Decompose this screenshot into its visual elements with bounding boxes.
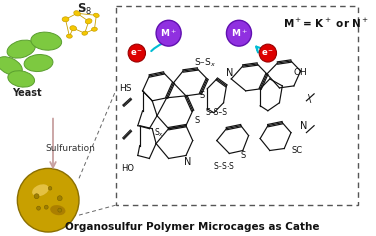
Ellipse shape xyxy=(62,17,69,22)
Text: S$_8$: S$_8$ xyxy=(77,2,92,17)
Text: N: N xyxy=(300,121,307,131)
Text: HS: HS xyxy=(119,84,132,93)
Ellipse shape xyxy=(91,27,97,31)
Ellipse shape xyxy=(7,40,35,58)
Text: S–S$_x$: S–S$_x$ xyxy=(194,57,216,69)
Text: OH: OH xyxy=(294,68,307,77)
Text: Organosulfur Polymer Microcages as Cathe: Organosulfur Polymer Microcages as Cathe xyxy=(65,222,320,232)
Text: S: S xyxy=(240,151,246,160)
Text: S–S–S: S–S–S xyxy=(206,108,228,117)
Text: M$^+$: M$^+$ xyxy=(230,27,247,39)
Text: e$^-$: e$^-$ xyxy=(130,48,143,58)
Circle shape xyxy=(36,206,41,210)
Text: S: S xyxy=(195,116,200,125)
Ellipse shape xyxy=(50,205,65,215)
Circle shape xyxy=(259,44,276,62)
Ellipse shape xyxy=(74,11,80,16)
Text: SC: SC xyxy=(291,146,302,155)
Text: S: S xyxy=(200,91,205,100)
Circle shape xyxy=(128,44,146,62)
Text: M$^+$: M$^+$ xyxy=(160,27,177,39)
Ellipse shape xyxy=(85,19,92,24)
Text: e$^-$: e$^-$ xyxy=(261,48,274,58)
Ellipse shape xyxy=(70,26,77,31)
Ellipse shape xyxy=(82,31,88,35)
Circle shape xyxy=(57,196,62,201)
Text: M$^+$= K$^+$ or N$^+$: M$^+$= K$^+$ or N$^+$ xyxy=(282,17,369,30)
Ellipse shape xyxy=(94,13,99,17)
Circle shape xyxy=(17,169,79,232)
Text: S$_x$: S$_x$ xyxy=(154,126,164,139)
Ellipse shape xyxy=(31,32,62,50)
Ellipse shape xyxy=(8,71,35,87)
Text: N: N xyxy=(226,68,233,78)
Text: Yeast: Yeast xyxy=(12,88,42,98)
Text: N: N xyxy=(184,157,192,167)
Circle shape xyxy=(44,205,48,209)
Circle shape xyxy=(34,194,39,199)
Ellipse shape xyxy=(0,57,22,75)
Ellipse shape xyxy=(32,184,49,196)
Text: Sulfuration: Sulfuration xyxy=(45,144,95,153)
Text: $\backslash$: $\backslash$ xyxy=(307,92,312,105)
Circle shape xyxy=(156,20,181,46)
Text: HO: HO xyxy=(121,164,134,173)
Text: S–S$\cdot$S: S–S$\cdot$S xyxy=(213,160,236,171)
Ellipse shape xyxy=(24,55,53,72)
Circle shape xyxy=(49,186,52,190)
Circle shape xyxy=(226,20,252,46)
Ellipse shape xyxy=(67,34,72,38)
Circle shape xyxy=(58,208,62,212)
